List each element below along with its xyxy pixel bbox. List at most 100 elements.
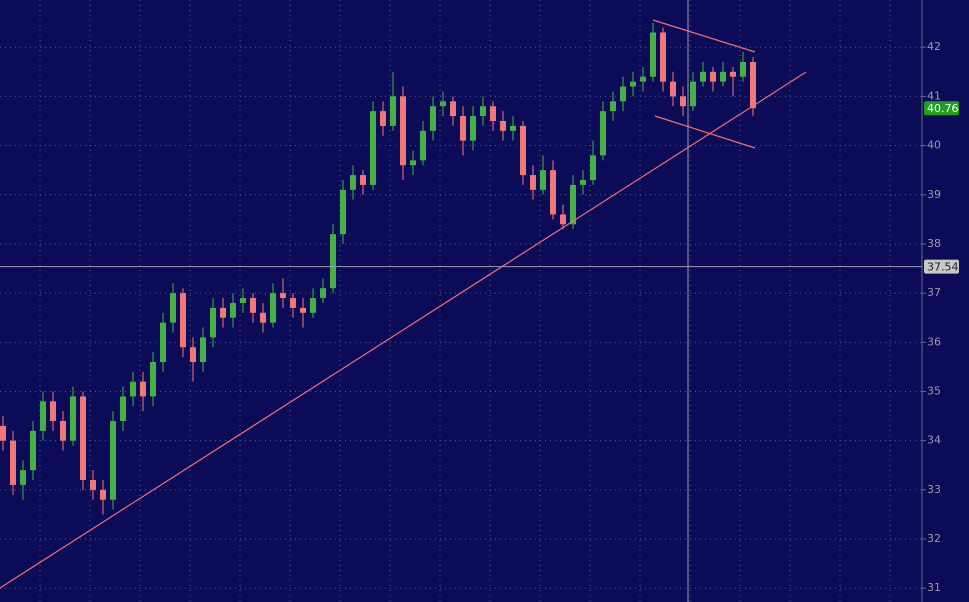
candle-body [240,298,246,303]
candle-body [560,214,566,225]
candle-body [690,81,696,107]
y-tick-label: 33 [927,483,941,496]
candle-body [510,125,516,131]
candle-body [350,175,356,190]
candle-body [400,96,406,166]
y-tick-label: 32 [927,532,941,545]
candle-body [380,111,386,126]
candle-body [620,86,626,102]
candle-body [150,361,156,397]
candle-body [630,81,636,87]
candle-body [420,130,426,161]
candle-body [320,288,326,299]
candle-body [450,101,456,117]
candle-body [460,116,466,141]
candle-body [130,381,136,397]
overlay: 31 32 33 34 35 36 37 38 39 40 41 42 37.54 40.76 [0,40,959,594]
candle-body [120,396,126,422]
y-tick-label: 37 [927,286,941,299]
candle-body [50,401,56,422]
candle-body [550,170,556,215]
candle-body [720,71,726,82]
candle-body [110,421,116,500]
y-tick-label: 31 [927,581,941,594]
y-tick-label: 34 [927,434,941,447]
candle-body [410,160,416,166]
candle-body [310,298,316,313]
candle-body [440,101,446,107]
crosshair-price-label: 37.54 [927,261,959,274]
candle-body [280,293,286,299]
y-tick-label: 35 [927,384,941,397]
candle-body [10,440,16,485]
candle-body [480,106,486,117]
candle-body [60,421,66,441]
candles [0,22,756,515]
y-tick-label: 36 [927,335,941,348]
candle-body [490,106,496,121]
candle-body [200,337,206,362]
candle-body [610,101,616,112]
candle-body [370,111,376,185]
candle-body [660,32,666,82]
candle-body [470,116,476,141]
candle-body [190,347,196,362]
candle-body [680,96,686,107]
candle-body [530,175,536,190]
y-tick-label: 38 [927,237,941,250]
candle-body [40,401,46,431]
candle-body [70,396,76,441]
candle-body [300,307,306,313]
y-tick-label: 40 [927,139,941,152]
candle-body [730,71,736,77]
crosshair-tag [924,259,959,274]
candle-body [700,71,706,82]
candle-body [90,480,96,490]
candle-body [540,170,546,190]
candle-body [520,125,526,176]
candle-body [430,106,436,131]
candle-body [590,155,596,181]
candle-body [710,71,716,82]
candle-body [230,302,236,318]
candle-body [160,322,166,362]
candle-body [740,61,746,77]
candle-body [330,234,336,289]
candle-body [140,381,146,397]
candle-body [270,293,276,323]
channel-upper [652,19,756,53]
candle-body [210,307,216,338]
candle-body [670,81,676,97]
y-tick-label: 39 [927,188,941,201]
candle-body [650,32,656,77]
candle-body [30,430,36,471]
candle-body [750,61,756,109]
channel-lower [654,115,756,149]
candle-body [80,396,86,481]
candle-body [220,307,226,318]
candle-body [100,489,106,500]
candle-body [640,76,646,82]
trendline [0,71,807,589]
y-tick-label: 42 [927,40,941,53]
candle-body [500,120,506,131]
last-price-label: 40.76 [927,102,959,115]
candle-body [570,184,576,225]
last-price-tag [924,101,959,116]
candle-body [0,425,6,441]
grid [0,0,922,602]
candle-body [180,293,186,348]
candle-body [580,180,586,185]
candle-body [20,470,26,485]
candle-body [290,298,296,308]
candle-body [600,111,606,156]
y-tick-label: 41 [927,89,941,102]
candle-body [360,175,366,185]
candle-body [390,96,396,126]
candle-body [170,293,176,323]
candle-body [340,189,346,235]
candle-body [250,298,256,313]
candle-body [260,312,266,323]
